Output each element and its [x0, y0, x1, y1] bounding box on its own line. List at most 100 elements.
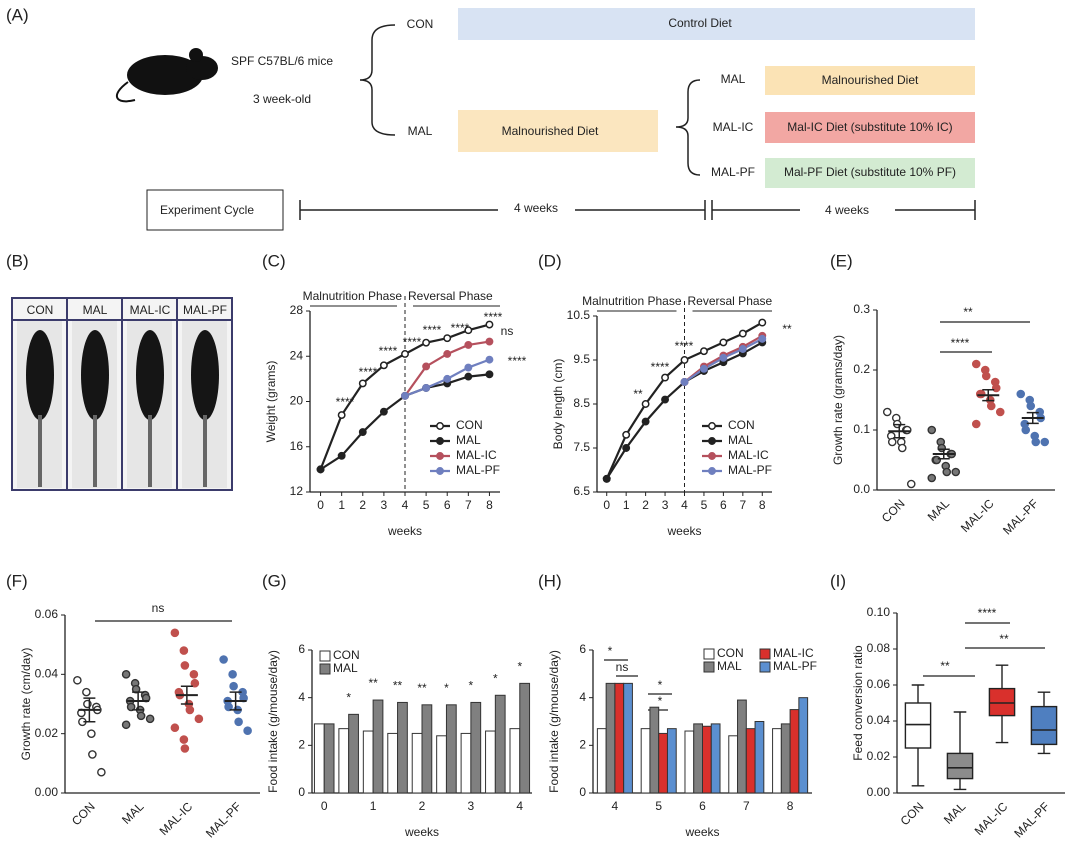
legend-marker: [436, 422, 444, 430]
point: [234, 717, 243, 727]
point: [1031, 437, 1041, 447]
bar: [313, 723, 325, 794]
y-tick-label: 0.2: [853, 362, 870, 376]
significance: ns: [501, 324, 514, 338]
x-tick-label: MAL-IC: [972, 799, 1011, 838]
legend-marker: [708, 467, 716, 475]
legend-label: MAL: [717, 659, 742, 673]
bar: [372, 699, 384, 794]
x-tick-label: 2: [359, 498, 366, 512]
significance: **: [940, 659, 950, 673]
significance: ****: [336, 395, 355, 409]
legend-swatch: [319, 650, 331, 662]
y-tick-label: 7.5: [573, 440, 590, 454]
point: [443, 334, 452, 343]
point: [661, 373, 670, 382]
y-tick-label: 0.04: [867, 713, 891, 727]
y-axis-label: Food intake (g/mouse/day): [266, 650, 280, 793]
bar: [640, 728, 651, 794]
bar: [596, 728, 607, 794]
y-tick-label: 28: [290, 303, 304, 317]
mouse: [81, 330, 109, 420]
point: [401, 350, 409, 358]
point: [1021, 425, 1031, 435]
point: [719, 338, 728, 347]
bar: [411, 732, 423, 794]
y-axis-label: Body length (cm): [551, 359, 565, 450]
x-tick-label: 3: [662, 498, 669, 512]
y-tick-label: 6: [298, 642, 305, 656]
point: [485, 355, 494, 364]
diet-label: Malnourished Diet: [822, 73, 919, 87]
legend-swatch: [759, 661, 771, 673]
panel-label: (A): [6, 5, 29, 24]
significance: ns: [152, 601, 165, 615]
legend-label: MAL-PF: [456, 463, 500, 477]
legend-label: MAL-IC: [773, 646, 814, 660]
mouse: [26, 330, 54, 420]
x-tick-label: 4: [516, 799, 523, 813]
photo-label: MAL: [83, 303, 108, 317]
phase-duration: 4 weeks: [514, 201, 558, 215]
point: [145, 714, 155, 724]
diet-bar: [458, 110, 658, 152]
y-tick-label: 0.06: [35, 607, 59, 621]
bar: [436, 735, 447, 794]
point: [121, 670, 131, 679]
point: [738, 329, 747, 338]
significance: ****: [423, 323, 442, 337]
x-tick-label: MAL-IC: [157, 799, 196, 838]
x-axis-label: weeks: [666, 524, 701, 538]
diet-bar: [458, 8, 975, 40]
point: [179, 735, 189, 744]
bar: [754, 721, 765, 794]
point: [1026, 401, 1036, 411]
y-tick-label: 0.3: [853, 302, 870, 316]
point: [680, 378, 689, 386]
bar: [519, 682, 531, 794]
bar: [485, 730, 496, 794]
point: [464, 326, 473, 335]
y-tick-label: 0.00: [35, 785, 59, 799]
significance: **: [782, 322, 792, 336]
significance: *: [346, 691, 351, 705]
point: [464, 372, 473, 381]
x-tick-label: 4: [612, 799, 619, 813]
y-tick-label: 6.5: [573, 484, 590, 498]
significance: ****: [951, 336, 970, 350]
error-bar: [83, 697, 96, 723]
x-tick-label: MAL: [925, 496, 953, 524]
point: [443, 350, 452, 358]
bar: [649, 706, 660, 794]
tail: [203, 415, 207, 487]
phase-label: Malnutrition Phase: [303, 289, 403, 303]
box: [946, 752, 974, 780]
legend-label: MAL-IC: [456, 448, 497, 462]
point: [906, 479, 916, 489]
panel-label: (I): [830, 571, 846, 590]
bar: [745, 728, 756, 794]
legend-marker: [708, 452, 716, 460]
diet-bar: [765, 112, 975, 143]
y-tick-label: 20: [290, 394, 304, 408]
legend-label: CON: [456, 418, 483, 432]
timeline: [299, 200, 976, 220]
x-tick-label: 8: [486, 498, 493, 512]
x-tick-label: 1: [370, 799, 377, 813]
bar: [684, 730, 695, 794]
series-line: [404, 340, 490, 397]
significance: **: [417, 681, 427, 695]
significance: *: [608, 644, 613, 658]
bar: [362, 730, 374, 794]
significance: ****: [651, 360, 670, 374]
point: [699, 364, 708, 373]
y-axis-label: Food intake (g/mouse/day): [547, 650, 561, 793]
point: [180, 744, 190, 753]
point: [1040, 437, 1050, 447]
photo-label: MAL-PF: [183, 303, 227, 317]
significance: **: [393, 679, 403, 693]
point: [951, 467, 961, 477]
point: [661, 395, 670, 404]
x-tick-label: MAL-IC: [958, 496, 997, 535]
point: [882, 407, 892, 417]
